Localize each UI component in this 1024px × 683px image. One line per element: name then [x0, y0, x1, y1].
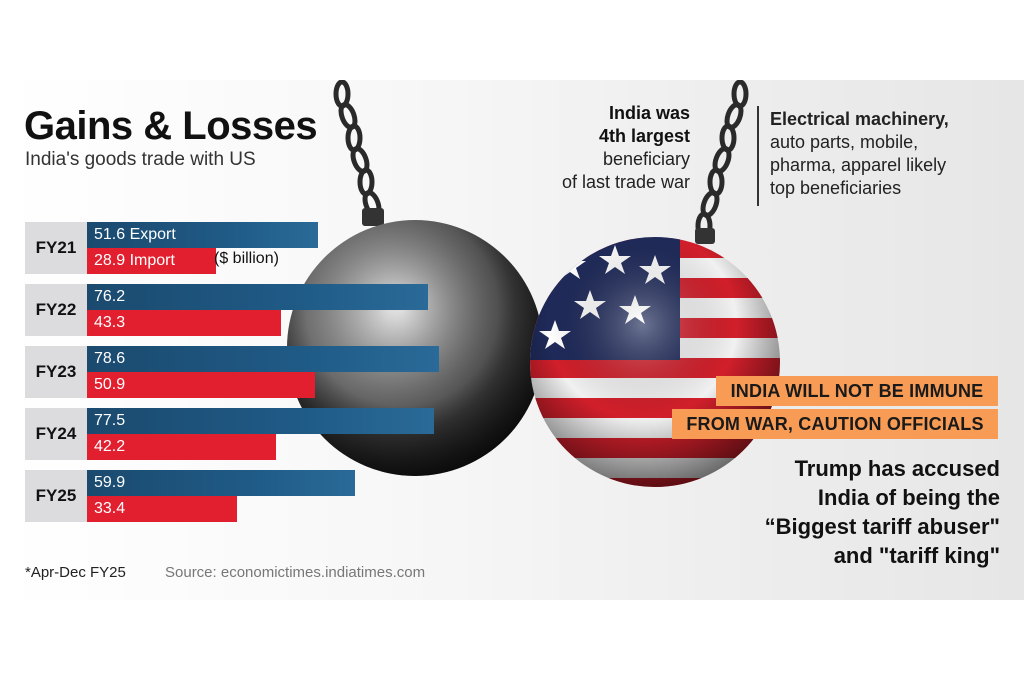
import-bar-fy21: 28.9 Import: [87, 248, 216, 274]
left-chain: [333, 80, 382, 218]
right-chain: [695, 80, 749, 241]
annotation-right-line-4: top beneficiaries: [770, 178, 902, 198]
quote-line-1: Trump has accused: [794, 456, 1000, 481]
annotation-left-line-4: of last trade war: [561, 172, 690, 192]
import-value-label-fy21: 28.9 Import: [94, 252, 175, 269]
category-label-fy25: FY25: [25, 470, 87, 522]
import-value-label-fy23: 50.9: [94, 376, 126, 393]
annotation-beneficiary: India was 4th largest beneficiary of las…: [520, 102, 690, 194]
headline-line-1: INDIA WILL NOT BE IMMUNE: [716, 376, 998, 406]
import-bar-fy22: 43.3: [87, 310, 281, 336]
category-label-fy21: FY21: [25, 222, 87, 274]
annotation-right-line-1: Electrical machinery,: [770, 109, 949, 129]
export-value-label-fy22: 76.2: [94, 288, 126, 305]
import-value-label-fy22: 43.3: [94, 314, 126, 331]
export-value-label-fy24: 77.5: [94, 412, 126, 429]
import-value-label-fy25: 33.4: [94, 500, 126, 517]
steel-wrecking-ball: [287, 208, 543, 476]
export-bar-fy24: 77.5: [87, 408, 434, 434]
export-value-label-fy25: 59.9: [94, 474, 126, 491]
category-label-fy22: FY22: [25, 284, 87, 336]
annotation-right-line-3: pharma, apparel likely: [770, 155, 947, 175]
quote-line-3: “Biggest tariff abuser": [764, 514, 1000, 539]
annotation-right-line-2: auto parts, mobile,: [770, 132, 919, 152]
import-bar-fy25: 33.4: [87, 496, 237, 522]
chart-title: Gains & Losses: [24, 104, 318, 148]
category-label-fy24: FY24: [25, 408, 87, 460]
export-bar-fy23: 78.6: [87, 346, 439, 372]
headline-line-2: FROM WAR, CAUTION OFFICIALS: [672, 409, 998, 439]
source-credit: Source: economictimes.indiatimes.com: [165, 564, 426, 581]
annotation-left-line-3: beneficiary: [602, 149, 690, 169]
export-bar-fy21: 51.6 Export: [87, 222, 318, 248]
chart-subtitle: India's goods trade with US: [25, 149, 256, 170]
export-value-label-fy21: 51.6 Export: [94, 226, 176, 243]
unit-label: ($ billion): [214, 250, 279, 267]
trump-quote: Trump has accused India of being the “Bi…: [720, 454, 1000, 570]
annotation-top-beneficiaries: Electrical machinery, auto parts, mobile…: [770, 108, 1010, 200]
import-value-label-fy24: 42.2: [94, 438, 126, 455]
category-label-fy23: FY23: [25, 346, 87, 398]
annotation-left-line-1: India was: [608, 103, 690, 123]
import-bar-fy24: 42.2: [87, 434, 276, 460]
import-bar-fy23: 50.9: [87, 372, 315, 398]
export-bar-fy25: 59.9: [87, 470, 355, 496]
annotation-divider: [757, 106, 759, 206]
annotation-left-line-2: 4th largest: [598, 126, 690, 146]
quote-line-4: and "tariff king": [833, 543, 1000, 568]
footnote: *Apr-Dec FY25: [25, 564, 126, 581]
quote-line-2: India of being the: [817, 485, 1000, 510]
export-value-label-fy23: 78.6: [94, 350, 126, 367]
export-bar-fy22: 76.2: [87, 284, 428, 310]
